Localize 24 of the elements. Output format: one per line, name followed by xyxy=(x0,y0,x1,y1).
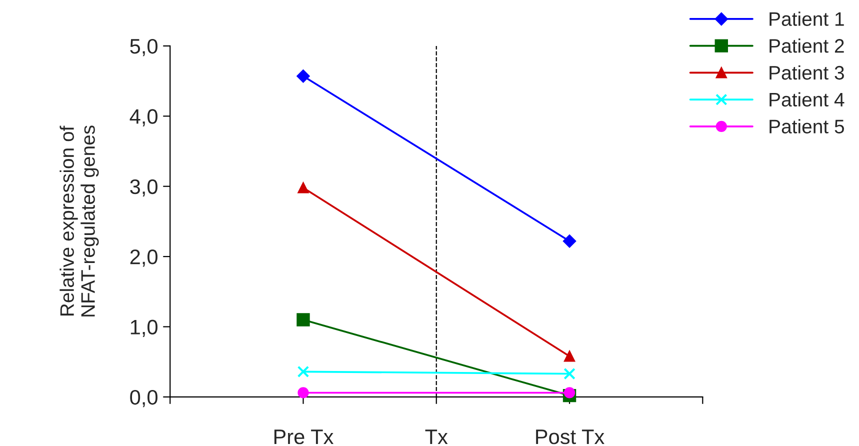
y-tick-label: 1,0 xyxy=(130,320,158,337)
point xyxy=(296,70,310,83)
point xyxy=(298,387,309,398)
point xyxy=(564,368,576,380)
point xyxy=(564,387,576,398)
y-tick-label: 5,0 xyxy=(130,38,158,56)
y-axis-title: Relative expression of NFAT-regulated genes xyxy=(60,126,99,316)
legend-label: Patient 1 xyxy=(770,12,844,26)
y-tick-label: 3,0 xyxy=(130,179,158,197)
point xyxy=(562,234,576,248)
x-tick-label: Pre Tx xyxy=(274,430,334,444)
point xyxy=(297,366,310,378)
legend-label: Patient 5 xyxy=(770,119,844,134)
legend-label: Patient 2 xyxy=(770,38,844,53)
legend-label: Patient 4 xyxy=(770,92,844,107)
y-tick-label: 0,0 xyxy=(130,390,158,408)
legend-label: Patient 3 xyxy=(770,65,844,80)
point xyxy=(296,313,310,326)
y-tick-label: 4,0 xyxy=(130,109,158,126)
y-tick-label: 2,0 xyxy=(130,250,158,267)
point xyxy=(564,350,576,362)
point xyxy=(298,182,309,194)
x-tick-label: Tx xyxy=(425,430,448,444)
x-tick-label: Post Tx xyxy=(536,430,604,444)
